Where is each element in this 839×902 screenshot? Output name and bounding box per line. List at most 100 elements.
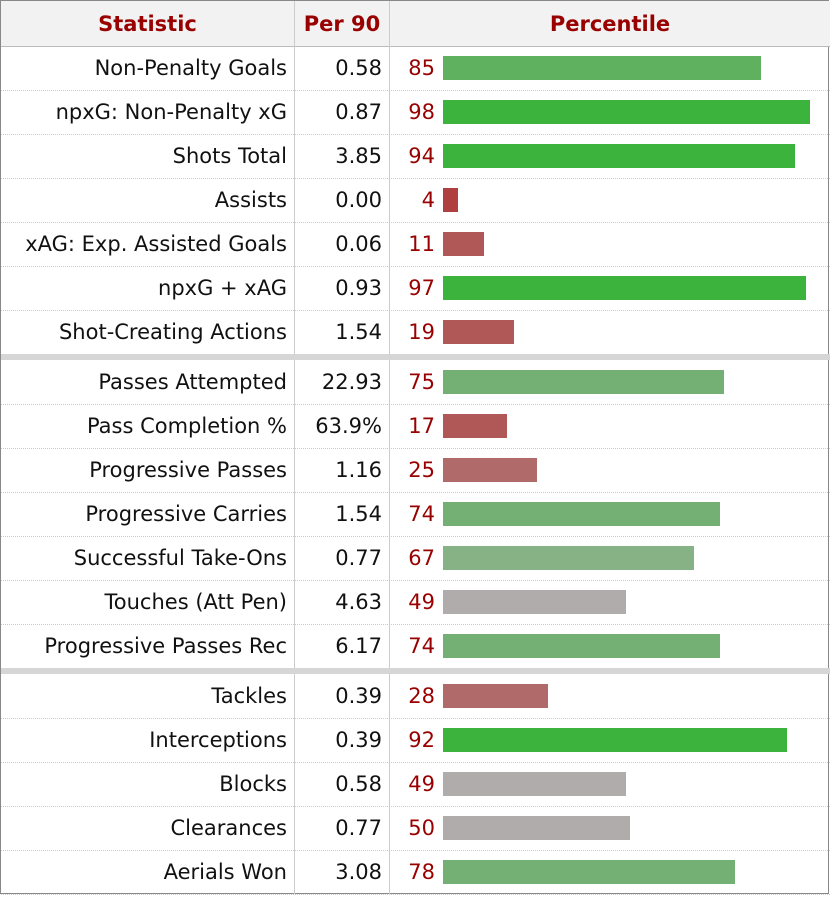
percentile-bar — [443, 144, 795, 168]
table-row: Aerials Won 3.08 78 — [1, 850, 830, 895]
stat-label: Successful Take-Ons — [73, 546, 287, 570]
stat-label: Aerials Won — [163, 860, 287, 884]
percentile-label: 28 — [408, 684, 435, 708]
percentile-cell: 17 — [389, 404, 830, 448]
percentile-label: 67 — [408, 546, 435, 570]
per90-value: 0.00 — [294, 178, 389, 222]
per90-value: 1.54 — [294, 310, 389, 354]
group-separator — [1, 354, 830, 360]
percentile-label: 19 — [408, 320, 435, 344]
table-row: Non-Penalty Goals 0.58 85 — [1, 46, 830, 91]
percentile-bar — [443, 100, 810, 124]
stat-label: Touches (Att Pen) — [104, 590, 287, 614]
percentile-bar — [443, 320, 514, 344]
percentile-cell: 28 — [389, 674, 830, 718]
per90-value: 0.06 — [294, 222, 389, 266]
per90-value: 63.9% — [294, 404, 389, 448]
percentile-bar — [443, 56, 761, 80]
table-row: Touches (Att Pen) 4.63 49 — [1, 580, 830, 625]
percentile-bar — [443, 860, 735, 884]
percentile-bar — [443, 590, 626, 614]
percentile-label: 98 — [408, 100, 435, 124]
percentile-cell: 50 — [389, 806, 830, 850]
percentile-cell: 75 — [389, 360, 830, 404]
percentile-label: 25 — [408, 458, 435, 482]
percentile-label: 74 — [408, 502, 435, 526]
stat-label: Tackles — [211, 684, 287, 708]
percentile-bar — [443, 232, 484, 256]
percentile-bar — [443, 370, 724, 394]
table-row: Progressive Carries 1.54 74 — [1, 492, 830, 537]
table-row: Pass Completion % 63.9% 17 — [1, 404, 830, 449]
percentile-bar — [443, 458, 537, 482]
percentile-cell: 74 — [389, 624, 830, 668]
per90-value: 1.16 — [294, 448, 389, 492]
stat-label: npxG + xAG — [158, 276, 287, 300]
stat-label: Blocks — [219, 772, 287, 796]
percentile-bar — [443, 816, 630, 840]
per90-value: 0.58 — [294, 762, 389, 806]
percentile-cell: 49 — [389, 762, 830, 806]
table-row: Assists 0.00 4 — [1, 178, 830, 223]
percentile-cell: 49 — [389, 580, 830, 624]
percentile-label: 49 — [408, 772, 435, 796]
percentile-cell: 4 — [389, 178, 830, 222]
table-row: Interceptions 0.39 92 — [1, 718, 830, 763]
per90-value: 0.87 — [294, 90, 389, 134]
table-row: Shot-Creating Actions 1.54 19 — [1, 310, 830, 355]
percentile-label: 49 — [408, 590, 435, 614]
table-row: npxG + xAG 0.93 97 — [1, 266, 830, 311]
stat-label: Progressive Passes Rec — [44, 634, 287, 658]
table-row: Passes Attempted 22.93 75 — [1, 360, 830, 405]
per90-value: 0.77 — [294, 536, 389, 580]
table-row: Clearances 0.77 50 — [1, 806, 830, 851]
stat-label: Shot-Creating Actions — [58, 320, 287, 344]
percentile-label: 92 — [408, 728, 435, 752]
header-percentile[interactable]: Percentile — [389, 1, 830, 46]
percentile-label: 50 — [408, 816, 435, 840]
stat-label: Pass Completion % — [86, 414, 287, 438]
percentile-cell: 92 — [389, 718, 830, 762]
stat-label: Interceptions — [149, 728, 287, 752]
percentile-cell: 19 — [389, 310, 830, 354]
percentile-bar — [443, 684, 548, 708]
percentile-label: 75 — [408, 370, 435, 394]
percentile-bar — [443, 634, 720, 658]
table-row: npxG: Non-Penalty xG 0.87 98 — [1, 90, 830, 135]
percentile-label: 97 — [408, 276, 435, 300]
per90-value: 1.54 — [294, 492, 389, 536]
percentile-bar — [443, 188, 458, 212]
group-separator — [1, 668, 830, 674]
percentile-cell: 97 — [389, 266, 830, 310]
per90-value: 22.93 — [294, 360, 389, 404]
header-statistic[interactable]: Statistic — [98, 11, 197, 36]
table-row: Progressive Passes Rec 6.17 74 — [1, 624, 830, 669]
percentile-label: 17 — [408, 414, 435, 438]
stat-label: Shots Total — [172, 144, 287, 168]
percentile-bar — [443, 414, 507, 438]
stat-label: Clearances — [170, 816, 287, 840]
per90-value: 0.58 — [294, 46, 389, 90]
percentile-label: 85 — [408, 56, 435, 80]
stat-label: xAG: Exp. Assisted Goals — [25, 232, 287, 256]
per90-value: 0.93 — [294, 266, 389, 310]
percentile-bar — [443, 772, 626, 796]
percentile-cell: 11 — [389, 222, 830, 266]
table-header: Statistic Per 90 Percentile — [1, 1, 830, 47]
per90-value: 3.85 — [294, 134, 389, 178]
table-row: Blocks 0.58 49 — [1, 762, 830, 807]
percentile-bar — [443, 728, 787, 752]
percentile-cell: 25 — [389, 448, 830, 492]
per90-value: 3.08 — [294, 850, 389, 894]
table-row: Successful Take-Ons 0.77 67 — [1, 536, 830, 581]
percentile-cell: 85 — [389, 46, 830, 90]
header-per90[interactable]: Per 90 — [294, 1, 389, 46]
percentile-label: 78 — [408, 860, 435, 884]
stat-label: Progressive Carries — [85, 502, 287, 526]
percentile-cell: 78 — [389, 850, 830, 894]
stat-label: Progressive Passes — [89, 458, 287, 482]
stat-label: Passes Attempted — [98, 370, 287, 394]
stat-label: Assists — [214, 188, 287, 212]
per90-value: 6.17 — [294, 624, 389, 668]
per90-value: 4.63 — [294, 580, 389, 624]
